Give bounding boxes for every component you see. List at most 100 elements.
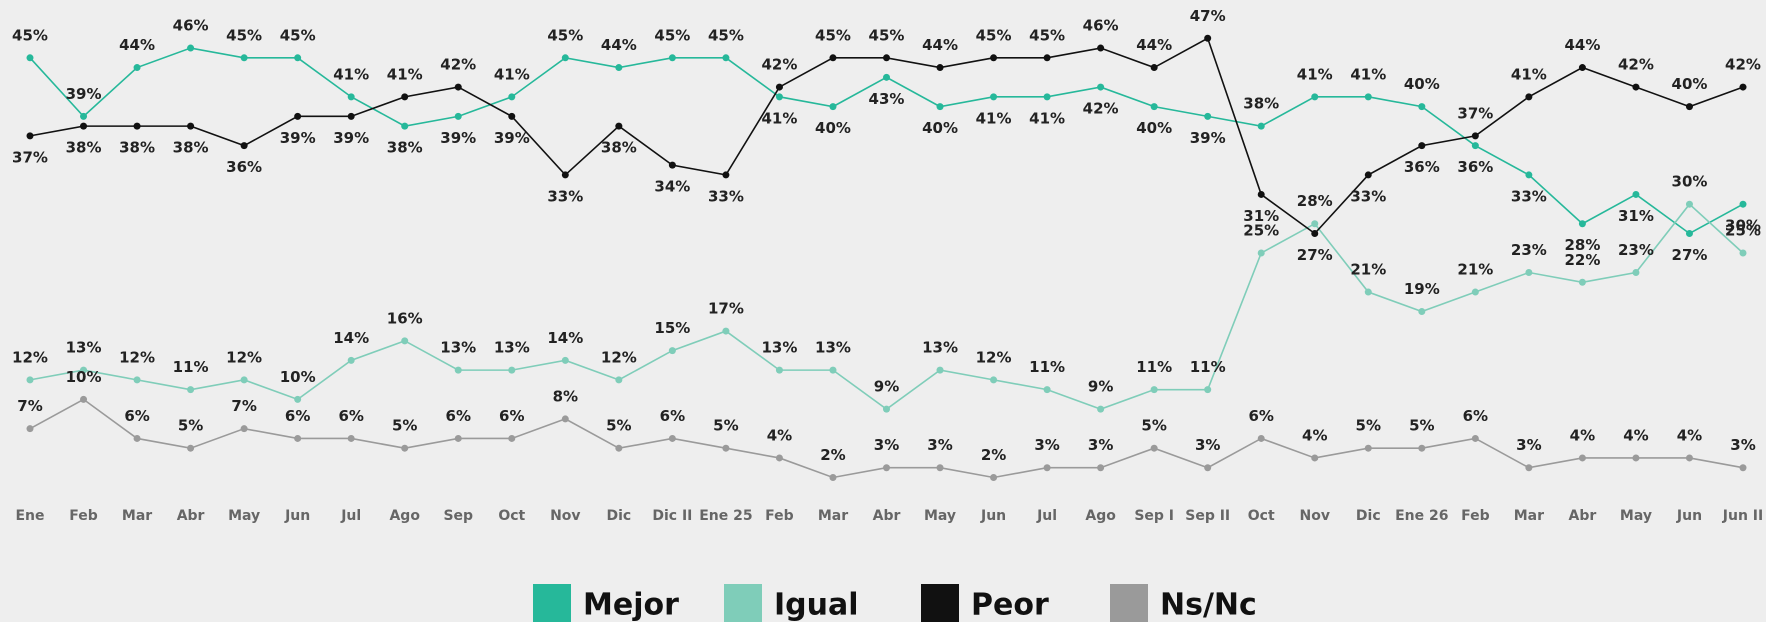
point bbox=[133, 64, 141, 72]
data-label: 23% bbox=[1618, 241, 1654, 259]
data-label: 39% bbox=[280, 129, 316, 147]
legend-swatch bbox=[533, 584, 571, 622]
point bbox=[1043, 464, 1051, 472]
point bbox=[347, 112, 355, 120]
data-label: 28% bbox=[1564, 236, 1600, 254]
point bbox=[294, 434, 302, 442]
x-tick-label: May bbox=[1620, 508, 1652, 524]
data-label: 27% bbox=[1672, 246, 1708, 264]
point bbox=[1257, 122, 1265, 130]
point bbox=[26, 376, 34, 384]
point bbox=[1685, 103, 1693, 111]
point bbox=[347, 434, 355, 442]
point bbox=[1150, 386, 1158, 394]
data-label: 45% bbox=[815, 26, 851, 44]
data-label: 33% bbox=[1350, 187, 1386, 205]
data-label: 40% bbox=[815, 119, 851, 137]
point bbox=[187, 444, 195, 452]
data-label: 37% bbox=[1457, 104, 1493, 122]
data-label: 4% bbox=[1570, 426, 1595, 444]
point bbox=[1257, 434, 1265, 442]
data-label: 44% bbox=[119, 36, 155, 54]
legend-label: Peor bbox=[971, 588, 1049, 622]
data-label: 40% bbox=[1404, 75, 1440, 93]
data-label: 3% bbox=[1730, 436, 1755, 454]
data-label: 40% bbox=[1672, 75, 1708, 93]
point bbox=[1739, 249, 1747, 257]
data-label: 31% bbox=[1618, 207, 1654, 225]
point bbox=[294, 395, 302, 403]
point bbox=[1311, 229, 1319, 237]
data-label: 42% bbox=[1618, 56, 1654, 74]
point bbox=[1204, 464, 1212, 472]
data-label: 25% bbox=[1725, 222, 1761, 240]
legend-swatch bbox=[724, 584, 762, 622]
x-tick-label: Abr bbox=[177, 508, 205, 524]
x-tick-label: Nov bbox=[550, 508, 580, 524]
point bbox=[615, 444, 623, 452]
data-label: 2% bbox=[820, 446, 845, 464]
data-label: 2% bbox=[981, 446, 1006, 464]
data-label: 41% bbox=[761, 109, 797, 127]
point bbox=[883, 54, 890, 62]
data-label: 41% bbox=[1029, 109, 1065, 127]
legend-swatch bbox=[1110, 584, 1148, 622]
x-tick-label: May bbox=[228, 508, 260, 524]
point bbox=[187, 44, 195, 52]
point bbox=[1204, 112, 1212, 120]
data-label: 45% bbox=[226, 26, 262, 44]
x-tick-label: Nov bbox=[1300, 508, 1330, 524]
data-label: 45% bbox=[280, 26, 316, 44]
data-label: 39% bbox=[333, 129, 369, 147]
x-tick-label: May bbox=[924, 508, 956, 524]
point bbox=[347, 356, 355, 364]
point bbox=[1204, 34, 1212, 42]
point bbox=[1685, 200, 1693, 208]
point bbox=[1418, 103, 1426, 111]
point bbox=[1471, 434, 1479, 442]
data-label: 3% bbox=[1088, 436, 1113, 454]
point bbox=[1311, 93, 1319, 101]
data-label: 44% bbox=[1136, 36, 1172, 54]
point bbox=[1311, 454, 1319, 462]
point bbox=[294, 54, 302, 62]
data-label: 14% bbox=[547, 329, 583, 347]
point bbox=[1418, 444, 1426, 452]
data-label: 28% bbox=[1297, 192, 1333, 210]
point bbox=[294, 112, 302, 120]
point bbox=[1525, 93, 1533, 101]
point bbox=[1632, 83, 1640, 91]
point bbox=[1311, 220, 1319, 228]
data-label: 36% bbox=[226, 158, 262, 176]
data-label: 45% bbox=[1029, 26, 1065, 44]
data-label: 31% bbox=[1243, 207, 1279, 225]
point bbox=[775, 454, 783, 462]
point bbox=[1525, 464, 1533, 472]
point bbox=[401, 444, 409, 452]
data-label: 43% bbox=[869, 90, 905, 108]
data-label: 42% bbox=[440, 56, 476, 74]
x-tick-label: Jul bbox=[1036, 508, 1057, 524]
data-label: 6% bbox=[338, 407, 363, 425]
data-label: 45% bbox=[976, 26, 1012, 44]
data-label: 38% bbox=[66, 139, 102, 157]
data-label: 11% bbox=[173, 358, 209, 376]
point bbox=[1150, 444, 1158, 452]
x-tick-label: Abr bbox=[1569, 508, 1597, 524]
point bbox=[1578, 278, 1586, 286]
point bbox=[722, 54, 730, 62]
data-label: 4% bbox=[1302, 426, 1327, 444]
point bbox=[990, 473, 998, 481]
point bbox=[133, 434, 141, 442]
data-label: 4% bbox=[1677, 426, 1702, 444]
data-label: 23% bbox=[1511, 241, 1547, 259]
point bbox=[454, 83, 462, 91]
point bbox=[1471, 288, 1479, 296]
data-label: 13% bbox=[66, 339, 102, 357]
point bbox=[240, 142, 248, 150]
point bbox=[1364, 93, 1372, 101]
x-tick-label: Dic II bbox=[652, 508, 692, 524]
data-label: 45% bbox=[708, 26, 744, 44]
point bbox=[401, 93, 409, 101]
data-label: 40% bbox=[1136, 119, 1172, 137]
